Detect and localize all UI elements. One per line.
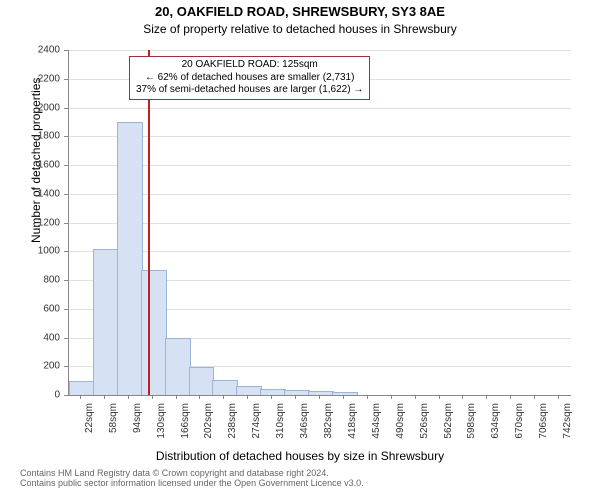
histogram-bar [165, 338, 191, 395]
x-tick-mark [104, 395, 105, 399]
annotation-box: 20 OAKFIELD ROAD: 125sqm← 62% of detache… [129, 56, 370, 100]
histogram-bar [260, 389, 286, 395]
x-tick-mark [486, 395, 487, 399]
grid-line [69, 194, 571, 195]
grid-line [69, 223, 571, 224]
y-tick-label: 2000 [24, 102, 60, 113]
grid-line [69, 251, 571, 252]
chart-container: 20, OAKFIELD ROAD, SHREWSBURY, SY3 8AE S… [0, 0, 600, 500]
histogram-bar [69, 381, 95, 395]
y-tick-label: 1200 [24, 217, 60, 228]
x-axis-label: Distribution of detached houses by size … [0, 449, 600, 463]
y-tick-label: 200 [24, 361, 60, 372]
y-tick-label: 1400 [24, 188, 60, 199]
x-tick-mark [152, 395, 153, 399]
histogram-bar [93, 249, 119, 395]
y-tick-label: 2200 [24, 73, 60, 84]
page-title: 20, OAKFIELD ROAD, SHREWSBURY, SY3 8AE [0, 4, 600, 19]
x-tick-mark [558, 395, 559, 399]
histogram-bar [236, 386, 262, 395]
y-tick-label: 400 [24, 332, 60, 343]
x-tick-mark [367, 395, 368, 399]
y-tick-label: 1800 [24, 131, 60, 142]
footer-line-1: Contains HM Land Registry data © Crown c… [20, 468, 364, 478]
y-tick-mark [64, 223, 68, 224]
x-tick-mark [199, 395, 200, 399]
y-tick-mark [64, 280, 68, 281]
y-tick-mark [64, 338, 68, 339]
grid-line [69, 108, 571, 109]
y-tick-mark [64, 309, 68, 310]
footer-line-2: Contains public sector information licen… [20, 478, 364, 488]
grid-line [69, 136, 571, 137]
y-tick-mark [64, 366, 68, 367]
x-tick-mark [391, 395, 392, 399]
x-tick-mark [415, 395, 416, 399]
y-tick-label: 0 [24, 390, 60, 401]
x-tick-mark [128, 395, 129, 399]
plot-area: 20 OAKFIELD ROAD: 125sqm← 62% of detache… [68, 50, 571, 396]
grid-line [69, 50, 571, 51]
x-tick-mark [223, 395, 224, 399]
x-tick-mark [439, 395, 440, 399]
y-tick-label: 1000 [24, 246, 60, 257]
y-tick-mark [64, 395, 68, 396]
x-tick-mark [271, 395, 272, 399]
footer-attribution: Contains HM Land Registry data © Crown c… [20, 468, 364, 488]
x-tick-mark [295, 395, 296, 399]
x-tick-mark [80, 395, 81, 399]
y-tick-label: 600 [24, 303, 60, 314]
y-tick-label: 800 [24, 275, 60, 286]
x-tick-mark [176, 395, 177, 399]
histogram-bar [284, 390, 310, 395]
y-tick-mark [64, 79, 68, 80]
x-tick-mark [510, 395, 511, 399]
annotation-line: 37% of semi-detached houses are larger (… [136, 84, 363, 97]
histogram-bar [308, 391, 334, 395]
histogram-bar [189, 367, 215, 395]
y-tick-label: 1600 [24, 160, 60, 171]
x-tick-mark [319, 395, 320, 399]
page-subtitle: Size of property relative to detached ho… [0, 22, 600, 36]
subject-marker-line [148, 50, 150, 395]
y-tick-label: 2400 [24, 45, 60, 56]
y-tick-mark [64, 165, 68, 166]
x-tick-mark [247, 395, 248, 399]
x-tick-mark [534, 395, 535, 399]
histogram-bar [117, 122, 143, 395]
grid-line [69, 165, 571, 166]
annotation-line: ← 62% of detached houses are smaller (2,… [136, 72, 363, 85]
histogram-bar [332, 392, 358, 395]
annotation-line: 20 OAKFIELD ROAD: 125sqm [136, 59, 363, 72]
y-tick-mark [64, 251, 68, 252]
x-tick-mark [462, 395, 463, 399]
y-tick-mark [64, 50, 68, 51]
y-tick-mark [64, 108, 68, 109]
y-tick-mark [64, 194, 68, 195]
x-tick-mark [343, 395, 344, 399]
histogram-bar [212, 380, 238, 395]
y-tick-mark [64, 136, 68, 137]
histogram-bar [141, 270, 167, 395]
